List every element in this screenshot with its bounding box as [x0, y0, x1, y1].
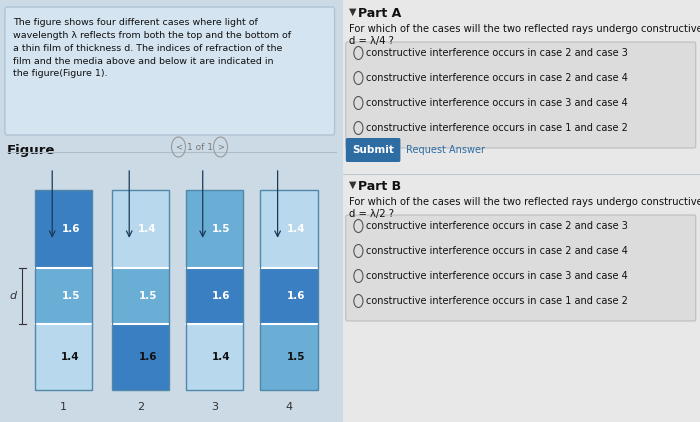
Bar	[260, 268, 318, 324]
Bar	[260, 190, 318, 390]
Text: 1.5: 1.5	[212, 224, 230, 234]
Text: 3: 3	[211, 402, 218, 412]
Text: 2: 2	[137, 402, 144, 412]
Text: constructive interference occurs in case 3 and case 4: constructive interference occurs in case…	[366, 271, 628, 281]
Bar	[260, 324, 318, 390]
Text: Request Answer: Request Answer	[406, 145, 485, 155]
Text: 1: 1	[60, 402, 67, 412]
Bar	[35, 324, 92, 390]
Text: 1.4: 1.4	[62, 352, 80, 362]
Text: d = λ/2 ?: d = λ/2 ?	[349, 209, 393, 219]
Bar	[186, 324, 243, 390]
Text: constructive interference occurs in case 2 and case 3: constructive interference occurs in case…	[366, 221, 628, 231]
Bar	[112, 190, 169, 268]
Text: 1.4: 1.4	[212, 352, 230, 362]
Text: >: >	[217, 143, 224, 151]
Text: 1.4: 1.4	[287, 224, 305, 234]
Bar	[112, 190, 169, 390]
FancyBboxPatch shape	[346, 215, 696, 321]
FancyBboxPatch shape	[346, 138, 400, 162]
Bar	[35, 190, 92, 268]
Text: <: <	[175, 143, 182, 151]
Text: 1.6: 1.6	[212, 291, 230, 301]
Text: For which of the cases will the two reflected rays undergo constructive interfer: For which of the cases will the two refl…	[349, 24, 700, 34]
Bar	[186, 190, 243, 390]
Text: constructive interference occurs in case 2 and case 4: constructive interference occurs in case…	[366, 246, 628, 256]
Text: Part B: Part B	[358, 180, 402, 193]
Bar	[112, 268, 169, 324]
FancyBboxPatch shape	[5, 7, 335, 135]
Text: constructive interference occurs in case 2 and case 3: constructive interference occurs in case…	[366, 48, 628, 58]
FancyBboxPatch shape	[346, 42, 696, 148]
Text: The figure shows four different cases where light of
wavelength λ reflects from : The figure shows four different cases wh…	[13, 18, 290, 78]
Text: 1.5: 1.5	[139, 291, 157, 301]
Text: 1.6: 1.6	[62, 224, 80, 234]
Text: ▼: ▼	[349, 7, 356, 17]
Bar	[112, 324, 169, 390]
Text: 4: 4	[286, 402, 293, 412]
Text: d: d	[10, 291, 17, 301]
Text: Submit: Submit	[352, 145, 394, 155]
Text: 1.6: 1.6	[139, 352, 157, 362]
Text: Part A: Part A	[358, 7, 402, 20]
Text: constructive interference occurs in case 1 and case 2: constructive interference occurs in case…	[366, 296, 628, 306]
Text: 1.5: 1.5	[62, 291, 80, 301]
Bar	[260, 190, 318, 268]
Text: d = λ/4 ?: d = λ/4 ?	[349, 36, 393, 46]
Text: 1.6: 1.6	[287, 291, 305, 301]
Text: Figure: Figure	[7, 144, 55, 157]
Text: constructive interference occurs in case 3 and case 4: constructive interference occurs in case…	[366, 98, 628, 108]
Bar	[35, 268, 92, 324]
Text: constructive interference occurs in case 2 and case 4: constructive interference occurs in case…	[366, 73, 628, 83]
Text: 1 of 1: 1 of 1	[186, 143, 213, 151]
Text: For which of the cases will the two reflected rays undergo constructive interfer: For which of the cases will the two refl…	[349, 197, 700, 207]
Text: ▼: ▼	[349, 180, 356, 190]
Bar	[186, 268, 243, 324]
Bar	[186, 190, 243, 268]
Text: 1.4: 1.4	[139, 224, 157, 234]
Text: 1.5: 1.5	[287, 352, 305, 362]
Text: constructive interference occurs in case 1 and case 2: constructive interference occurs in case…	[366, 123, 628, 133]
Bar	[35, 190, 92, 390]
